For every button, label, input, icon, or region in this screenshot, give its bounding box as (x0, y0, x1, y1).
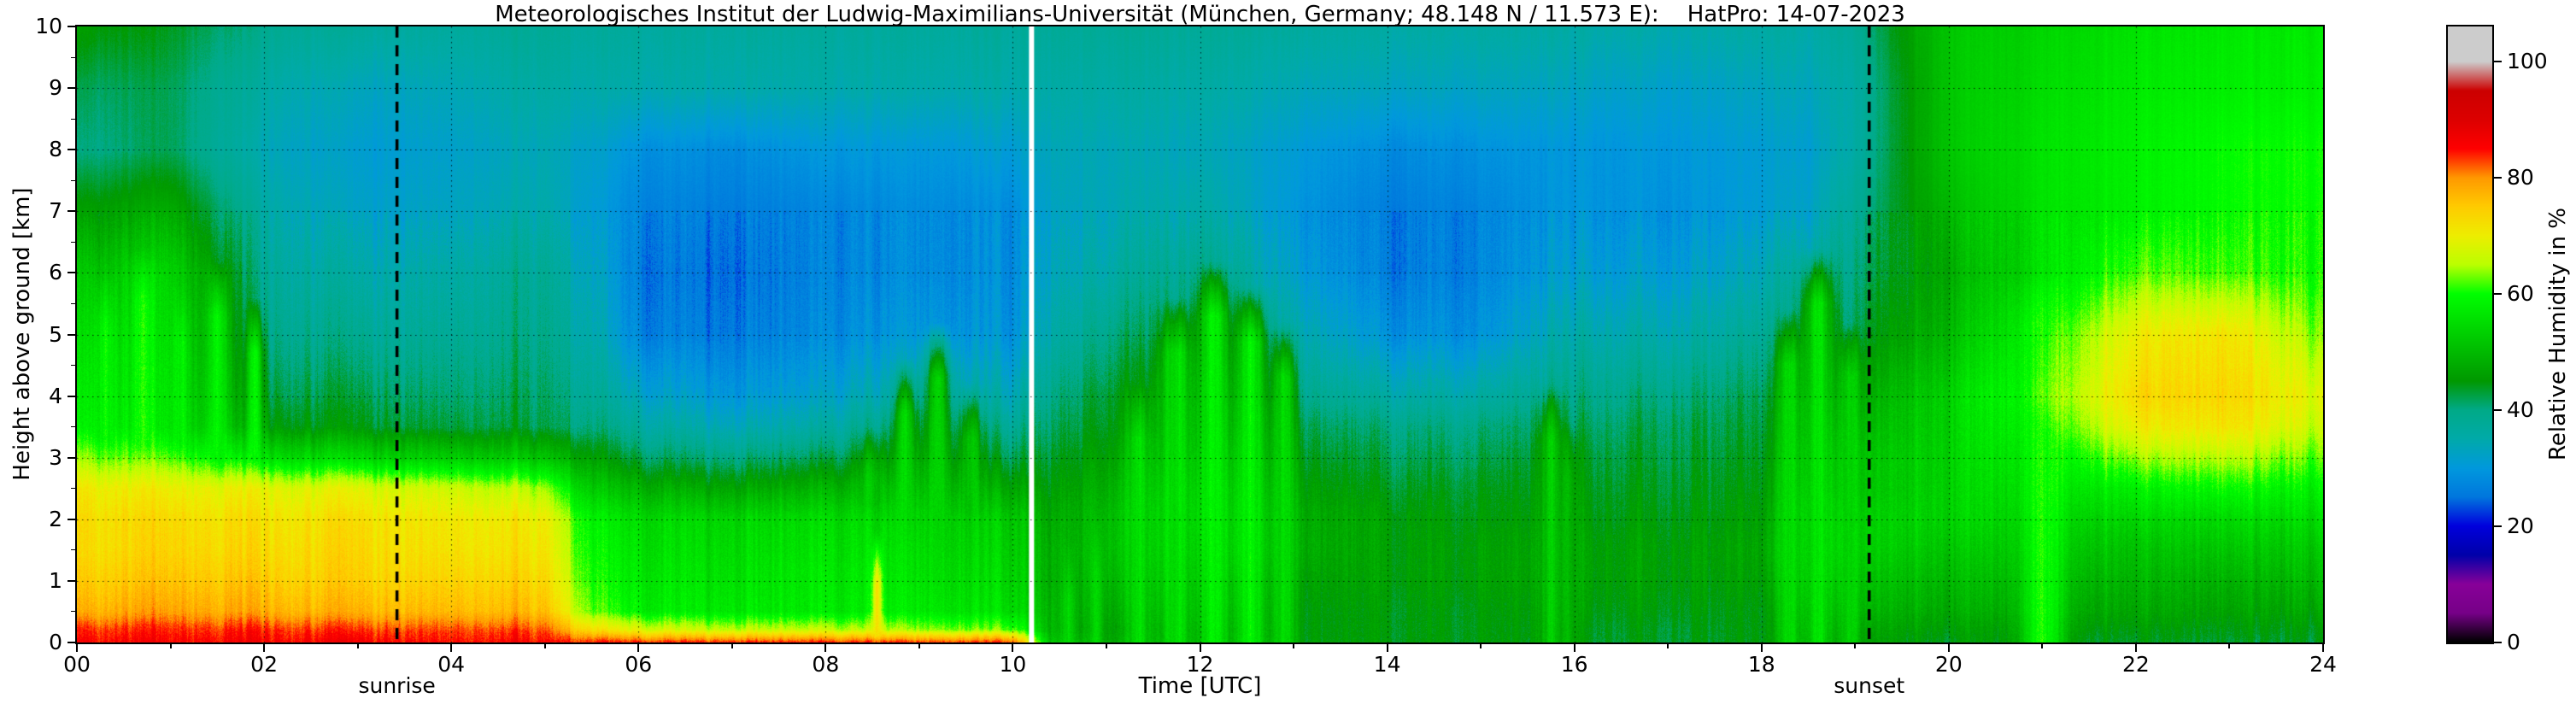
y-tick-label: 2 (49, 506, 62, 531)
y-minor-tick-mark (71, 488, 75, 490)
colorbar-tick-mark (2494, 176, 2502, 179)
y-tick-label: 8 (49, 137, 62, 162)
x-tick-mark (637, 644, 640, 652)
y-minor-tick-mark (71, 179, 75, 181)
y-tick-label: 6 (49, 260, 62, 285)
x-minor-tick-mark (2228, 644, 2231, 648)
x-minor-tick-mark (2041, 644, 2044, 648)
x-tick-label: 02 (250, 652, 278, 677)
y-tick-mark (67, 26, 75, 27)
x-tick-label: 08 (812, 652, 840, 677)
chart-title: Meteorologisches Institut der Ludwig-Max… (495, 2, 1905, 27)
x-tick-label: 20 (1934, 652, 1963, 677)
colorbar-tick-label: 0 (2507, 630, 2520, 654)
y-tick-label: 1 (49, 567, 62, 593)
y-minor-tick-mark (71, 56, 75, 58)
x-minor-tick-mark (1293, 644, 1295, 648)
colorbar-tick-label: 60 (2507, 280, 2534, 306)
x-minor-tick-mark (1667, 644, 1669, 648)
y-tick-mark (67, 395, 75, 397)
y-minor-tick-mark (71, 118, 75, 120)
x-tick-mark (76, 644, 78, 652)
x-minor-tick-mark (1105, 644, 1107, 648)
y-tick-label: 4 (49, 383, 62, 408)
x-tick-mark (1199, 644, 1201, 652)
x-tick-mark (824, 644, 827, 652)
x-minor-tick-mark (1480, 644, 1482, 648)
x-tick-mark (2134, 644, 2137, 652)
x-tick-label: 10 (999, 652, 1027, 677)
colorbar-tick-mark (2494, 642, 2502, 643)
y-tick-label: 9 (49, 75, 62, 101)
sunrise-label: sunrise (358, 673, 436, 698)
y-tick-mark (67, 272, 75, 274)
sunset-label: sunset (1834, 673, 1905, 698)
y-axis: 0 1 2 3 4 5 6 7 8 9 10 (0, 15, 75, 654)
colorbar-tick-label: 80 (2507, 164, 2534, 190)
y-tick-mark (67, 210, 75, 213)
y-tick-mark (67, 518, 75, 520)
colorbar-tick-mark (2494, 292, 2502, 295)
x-tick-mark (1386, 644, 1388, 652)
colorbar-tick-label: 20 (2507, 513, 2534, 538)
humidity-heatmap-canvas (77, 26, 2323, 642)
x-tick-label: 12 (1186, 652, 1214, 677)
x-minor-tick-mark (1854, 644, 1857, 648)
x-tick-mark (263, 644, 266, 652)
x-tick-label: 24 (2309, 652, 2337, 677)
y-tick-label: 5 (49, 321, 62, 347)
colorbar-tick-mark (2494, 408, 2502, 411)
y-tick-label: 3 (49, 444, 62, 470)
y-tick-mark (67, 642, 75, 643)
x-axis: 00 02 04 06 08 10 12 14 16 18 20 22 24 (63, 644, 2337, 697)
colorbar-ticks: 0 20 40 60 80 100 (2494, 25, 2573, 654)
y-tick-mark (67, 456, 75, 459)
x-tick-label: 14 (1373, 652, 1401, 677)
x-minor-tick-mark (918, 644, 920, 648)
y-tick-mark (67, 87, 75, 90)
y-tick-label: 7 (49, 198, 62, 224)
y-minor-tick-mark (71, 241, 75, 243)
y-minor-tick-mark (71, 549, 75, 551)
colorbar-tick-mark (2494, 60, 2502, 62)
plot-area (75, 25, 2325, 644)
x-tick-label: 16 (1560, 652, 1588, 677)
x-tick-mark (1573, 644, 1576, 652)
y-tick-label: 10 (35, 14, 62, 38)
colorbar-tick-label: 100 (2507, 48, 2548, 73)
x-tick-label: 22 (2122, 652, 2150, 677)
x-tick-label: 18 (1747, 652, 1775, 677)
x-tick-mark (2322, 644, 2324, 652)
x-minor-tick-mark (356, 644, 359, 648)
colorbar-label: Relative Humidity in % (2545, 208, 2571, 461)
y-tick-mark (67, 333, 75, 336)
x-tick-label: 00 (63, 652, 91, 677)
x-tick-mark (1947, 644, 1950, 652)
colorbar-tick-mark (2494, 525, 2502, 527)
y-minor-tick-mark (71, 365, 75, 367)
y-minor-tick-mark (71, 426, 75, 428)
x-minor-tick-mark (543, 644, 546, 648)
colorbar-tick-label: 40 (2507, 396, 2534, 422)
y-tick-label: 0 (49, 630, 62, 654)
x-tick-label: 04 (437, 652, 466, 677)
x-minor-tick-mark (731, 644, 733, 648)
x-tick-label: 06 (625, 652, 653, 677)
x-tick-mark (450, 644, 453, 652)
colorbar-canvas (2448, 26, 2492, 642)
y-tick-mark (67, 579, 75, 582)
colorbar (2446, 25, 2494, 644)
x-tick-mark (1760, 644, 1763, 652)
x-tick-mark (1012, 644, 1014, 652)
y-minor-tick-mark (71, 611, 75, 613)
y-tick-mark (67, 149, 75, 151)
x-axis-label: Time [UTC] (1138, 673, 1262, 699)
y-minor-tick-mark (71, 302, 75, 304)
x-minor-tick-mark (169, 644, 172, 648)
